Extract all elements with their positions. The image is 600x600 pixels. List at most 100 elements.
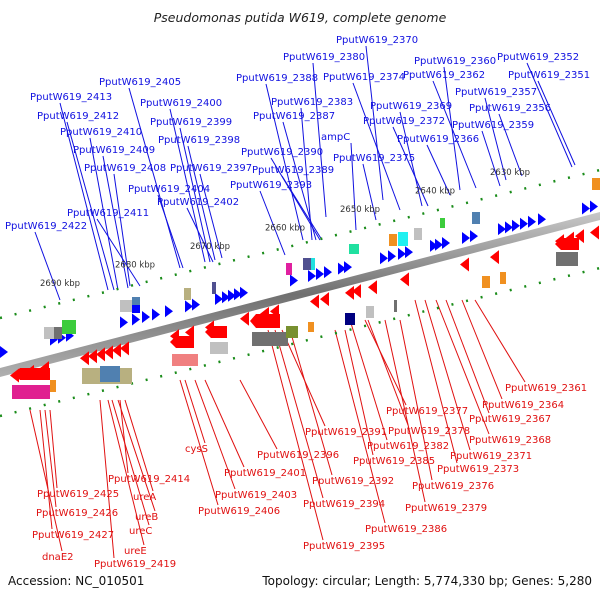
gene-feature-box[interactable]: [210, 342, 228, 354]
gene-label[interactable]: PputW619_2361: [505, 383, 587, 394]
reverse-gene-arrow[interactable]: [320, 292, 329, 307]
gene-label[interactable]: PputW619_2364: [482, 400, 564, 411]
gene-label[interactable]: PputW619_2400: [140, 98, 222, 109]
gene-label[interactable]: PputW619_2356: [469, 103, 551, 114]
gene-feature-box[interactable]: [366, 306, 374, 318]
gene-label[interactable]: PputW619_2380: [283, 52, 365, 63]
gene-label[interactable]: dnaE2: [42, 552, 74, 563]
gene-label[interactable]: PputW619_2382: [367, 441, 449, 452]
gene-label[interactable]: PputW619_2399: [150, 117, 232, 128]
reverse-gene-block[interactable]: [170, 336, 194, 348]
forward-gene-arrow[interactable]: [388, 250, 396, 263]
gene-label[interactable]: PputW619_2359: [452, 120, 534, 131]
gene-label[interactable]: PputW619_2414: [108, 474, 190, 485]
reverse-gene-arrow[interactable]: [96, 347, 105, 362]
gene-label[interactable]: ampC: [321, 132, 350, 143]
reverse-gene-arrow[interactable]: [104, 345, 113, 360]
gene-label[interactable]: PputW619_2406: [198, 506, 280, 517]
gene-label[interactable]: PputW619_2425: [37, 489, 119, 500]
gene-label[interactable]: PputW619_2393: [230, 180, 312, 191]
gene-label[interactable]: PputW619_2372: [363, 116, 445, 127]
forward-gene-arrow[interactable]: [505, 221, 513, 234]
reverse-gene-block[interactable]: [205, 326, 227, 338]
gene-label[interactable]: PputW619_2386: [365, 524, 447, 535]
gene-label[interactable]: PputW619_2405: [99, 77, 181, 88]
reverse-gene-arrow[interactable]: [490, 250, 499, 265]
gene-feature-box[interactable]: [12, 385, 50, 399]
reverse-gene-arrow[interactable]: [310, 294, 319, 309]
gene-label[interactable]: PputW619_2404: [128, 184, 210, 195]
forward-gene-arrow[interactable]: [316, 268, 324, 281]
reverse-gene-arrow[interactable]: [88, 349, 97, 364]
gene-feature-box[interactable]: [500, 272, 506, 284]
gene-label[interactable]: cysS: [185, 444, 208, 455]
forward-gene-arrow[interactable]: [512, 219, 520, 232]
gene-label[interactable]: PputW619_2369: [370, 101, 452, 112]
gene-label[interactable]: PputW619_2367: [469, 414, 551, 425]
reverse-gene-arrow[interactable]: [590, 225, 599, 240]
forward-gene-arrow[interactable]: [405, 246, 413, 259]
gene-label[interactable]: PputW619_2377: [386, 406, 468, 417]
forward-gene-arrow[interactable]: [228, 289, 236, 302]
reverse-gene-arrow[interactable]: [575, 229, 584, 244]
reverse-gene-arrow[interactable]: [120, 341, 129, 356]
forward-gene-arrow[interactable]: [344, 261, 352, 274]
reverse-gene-arrow[interactable]: [460, 257, 469, 272]
gene-label[interactable]: PputW619_2426: [36, 508, 118, 519]
forward-gene-arrow[interactable]: [192, 298, 200, 311]
gene-label[interactable]: PputW619_2402: [157, 197, 239, 208]
gene-feature-box[interactable]: [286, 263, 292, 275]
reverse-gene-block[interactable]: [250, 314, 280, 328]
reverse-gene-block[interactable]: [14, 368, 50, 380]
forward-gene-arrow[interactable]: [132, 313, 140, 326]
forward-gene-arrow[interactable]: [308, 270, 316, 283]
gene-label[interactable]: PputW619_2357: [455, 87, 537, 98]
reverse-gene-arrow[interactable]: [80, 351, 89, 366]
forward-gene-arrow[interactable]: [120, 316, 128, 329]
forward-gene-arrow[interactable]: [520, 217, 528, 230]
forward-gene-arrow[interactable]: [152, 308, 160, 321]
gene-label[interactable]: PputW619_2375: [333, 153, 415, 164]
gene-feature-box[interactable]: [184, 288, 191, 300]
forward-gene-arrow[interactable]: [398, 247, 406, 260]
gene-label[interactable]: PputW619_2374: [323, 72, 405, 83]
gene-label[interactable]: PputW619_2360: [414, 56, 496, 67]
gene-label[interactable]: PputW619_2419: [94, 559, 176, 570]
forward-gene-arrow[interactable]: [234, 288, 242, 301]
reverse-gene-arrow[interactable]: [345, 285, 354, 300]
gene-label[interactable]: PputW619_2422: [5, 221, 87, 232]
forward-gene-arrow[interactable]: [215, 292, 223, 305]
gene-label[interactable]: PputW619_2395: [303, 541, 385, 552]
forward-gene-arrow[interactable]: [142, 310, 150, 323]
gene-label[interactable]: PputW619_2370: [336, 35, 418, 46]
gene-label[interactable]: PputW619_2408: [84, 163, 166, 174]
gene-feature-box[interactable]: [394, 300, 397, 312]
gene-label[interactable]: PputW619_2403: [215, 490, 297, 501]
gene-label[interactable]: PputW619_2412: [37, 111, 119, 122]
reverse-gene-arrow[interactable]: [240, 311, 249, 326]
gene-feature-box[interactable]: [311, 258, 315, 270]
gene-feature-box[interactable]: [389, 234, 397, 246]
gene-label[interactable]: PputW619_2409: [73, 145, 155, 156]
forward-gene-arrow[interactable]: [0, 346, 8, 358]
reverse-gene-arrow[interactable]: [185, 325, 194, 340]
gene-label[interactable]: PputW619_2352: [497, 52, 579, 63]
gene-label[interactable]: PputW619_2411: [67, 208, 149, 219]
gene-label[interactable]: PputW619_2387: [253, 111, 335, 122]
gene-label[interactable]: PputW619_2390: [241, 147, 323, 158]
gene-feature-box[interactable]: [120, 300, 132, 312]
forward-gene-arrow[interactable]: [290, 274, 298, 287]
reverse-gene-block[interactable]: [555, 238, 579, 250]
gene-feature-box[interactable]: [252, 332, 288, 346]
gene-feature-box[interactable]: [44, 327, 54, 339]
gene-feature-box[interactable]: [345, 313, 355, 325]
gene-label[interactable]: ureC: [129, 526, 152, 537]
gene-label[interactable]: PputW619_2371: [450, 451, 532, 462]
forward-gene-arrow[interactable]: [324, 266, 332, 279]
gene-label[interactable]: PputW619_2385: [353, 456, 435, 467]
forward-gene-arrow[interactable]: [165, 305, 173, 318]
gene-label[interactable]: PputW619_2427: [32, 530, 114, 541]
gene-label[interactable]: PputW619_2410: [60, 127, 142, 138]
gene-feature-box[interactable]: [54, 327, 62, 339]
gene-label[interactable]: ureB: [135, 512, 158, 523]
